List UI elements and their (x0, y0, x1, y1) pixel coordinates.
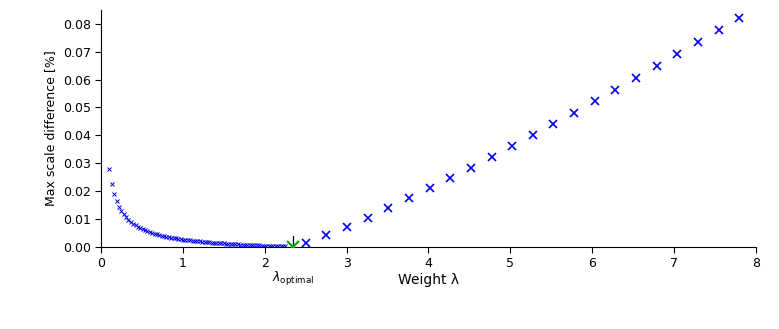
Y-axis label: Max scale difference [%]: Max scale difference [%] (44, 50, 58, 206)
Text: $\lambda_{\rm optimal}$: $\lambda_{\rm optimal}$ (273, 270, 315, 289)
X-axis label: Weight λ: Weight λ (398, 273, 459, 287)
